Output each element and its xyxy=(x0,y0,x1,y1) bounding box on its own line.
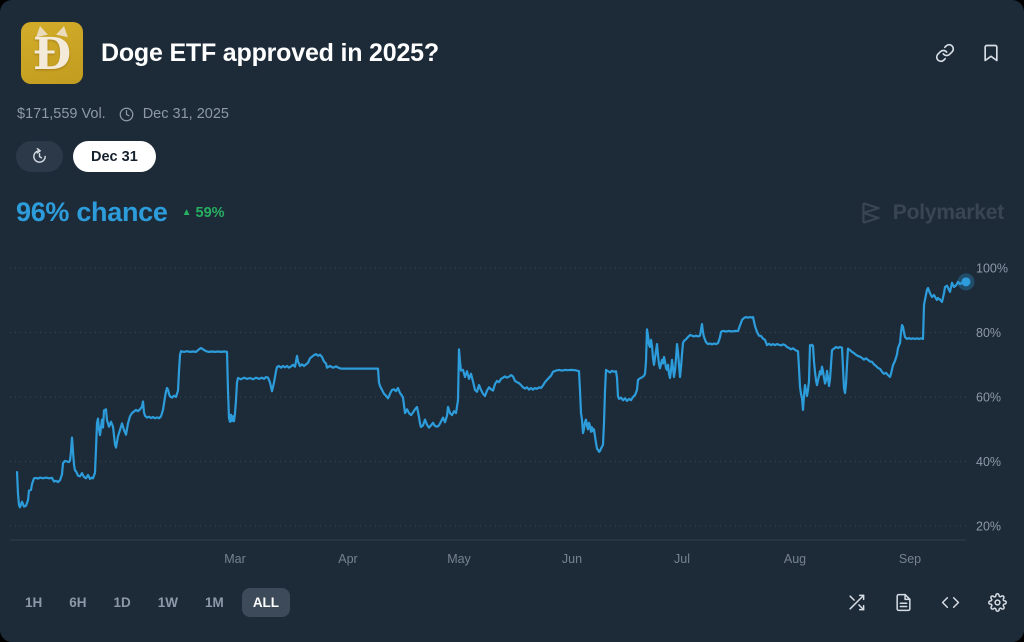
x-tick-may: May xyxy=(447,552,471,566)
x-tick-jun: Jun xyxy=(562,552,582,566)
date-pill-button[interactable]: Dec 31 xyxy=(73,141,156,172)
range-button-1m[interactable]: 1M xyxy=(196,588,233,617)
x-tick-aug: Aug xyxy=(784,552,806,566)
x-tick-apr: Apr xyxy=(338,552,357,566)
link-icon[interactable] xyxy=(934,42,956,64)
range-button-1h[interactable]: 1H xyxy=(16,588,51,617)
market-icon-doge: Ð xyxy=(21,22,83,84)
chart-toolbar: 1H 6H 1D 1W 1M ALL xyxy=(16,585,1008,619)
price-chart[interactable]: 100% 80% 60% 40% 20% Mar Apr May Jun Jul Aug Sep xyxy=(0,250,1024,572)
chart-tools xyxy=(845,591,1008,613)
clock-icon xyxy=(119,107,134,121)
market-meta: $171,559 Vol. Dec 31, 2025 xyxy=(17,106,229,122)
chance-line-series xyxy=(15,279,968,509)
code-icon[interactable] xyxy=(939,591,961,613)
triangle-up-icon: ▲ xyxy=(181,207,192,218)
summary-row: 96% chance ▲ 59% Polymarket xyxy=(16,197,1004,228)
x-tick-sep: Sep xyxy=(899,552,921,566)
x-tick-jul: Jul xyxy=(674,552,690,566)
doge-ear-right xyxy=(56,24,70,38)
y-tick-60: 60% xyxy=(976,391,1001,405)
settings-icon[interactable] xyxy=(986,591,1008,613)
range-button-1w[interactable]: 1W xyxy=(149,588,187,617)
polymarket-watermark: Polymarket xyxy=(858,200,1004,226)
watermark-brand: Polymarket xyxy=(892,200,1004,224)
pill-row: Dec 31 xyxy=(16,141,156,172)
y-tick-100: 100% xyxy=(976,262,1008,276)
chance-delta: ▲ 59% xyxy=(182,205,225,221)
doge-letter: Ð xyxy=(32,29,72,80)
clock-countdown-icon xyxy=(33,148,46,163)
shuffle-icon[interactable] xyxy=(845,591,867,613)
header-actions xyxy=(934,42,1002,64)
chance-value: 96% chance xyxy=(16,197,168,227)
x-tick-mar: Mar xyxy=(224,552,246,566)
range-selector: 1H 6H 1D 1W 1M ALL xyxy=(16,587,291,617)
y-tick-20: 20% xyxy=(976,520,1001,534)
market-title: Doge ETF approved in 2025? xyxy=(101,38,439,67)
end-date-label: Dec 31, 2025 xyxy=(142,106,229,122)
polymarket-logo xyxy=(862,201,880,224)
countdown-toggle-button[interactable] xyxy=(16,141,63,172)
last-price-dot xyxy=(961,277,971,287)
y-tick-40: 40% xyxy=(976,455,1001,469)
delta-value: 59% xyxy=(195,204,225,221)
range-button-all[interactable]: ALL xyxy=(241,587,291,617)
range-button-6h[interactable]: 6H xyxy=(60,588,95,617)
range-button-1d[interactable]: 1D xyxy=(105,588,140,617)
market-header: Ð Doge ETF approved in 2025? xyxy=(21,22,1002,84)
document-icon[interactable] xyxy=(892,591,914,613)
bookmark-icon[interactable] xyxy=(980,42,1002,64)
y-tick-80: 80% xyxy=(976,326,1001,340)
volume-label: $171,559 Vol. xyxy=(17,106,106,122)
